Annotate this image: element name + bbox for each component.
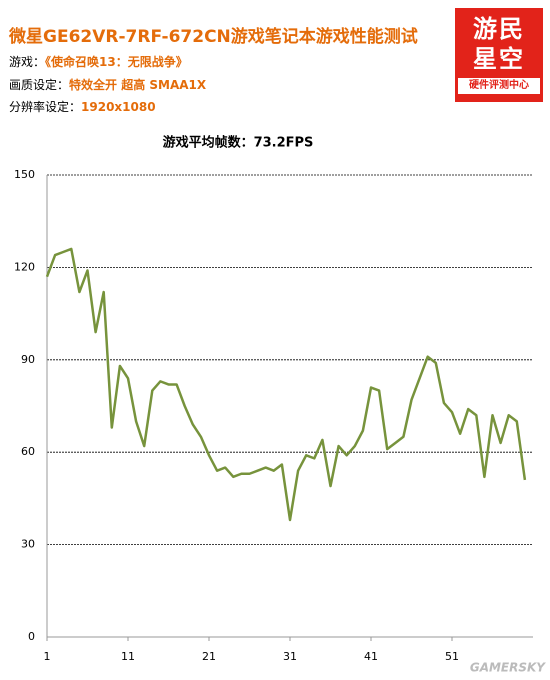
x-tick-label: 31 [283,650,297,663]
x-tick-label: 51 [445,650,459,663]
watermark: GAMERSKY [470,661,546,675]
logo-text: 星空 [473,45,525,73]
y-tick-label: 30 [21,538,35,551]
page-title: 微星GE62VR-7RF-672CN游戏笔记本游戏性能测试 [9,27,418,47]
info-label: 分辨率设定： [9,100,82,114]
y-tick-label: 120 [14,260,35,273]
info-line: 游戏：《使命召唤13：无限战争》 [9,53,188,70]
x-tick-label: 21 [202,650,216,663]
data-line [45,247,527,522]
info-value: 《使命召唤13：无限战争》 [45,55,188,69]
logo: 游民 星空 硬件评测中心 [455,8,543,102]
info-value: 特效全开 超高 SMAA1X [69,78,207,92]
y-tick-label: 90 [21,353,35,366]
y-tick-label: 0 [28,630,35,643]
info-value: 1920x1080 [81,100,156,114]
x-tick-label: 1 [44,650,51,663]
logo-subtext: 硬件评测中心 [458,78,540,94]
chart-title: 游戏平均帧数：73.2FPS [163,135,314,151]
y-tick-label: 60 [21,445,35,458]
x-tick-label: 41 [364,650,378,663]
y-tick-label: 150 [14,168,35,181]
logo-text: 游民 [473,15,525,43]
info-label: 游戏： [9,55,46,69]
info-label: 画质设定： [9,78,70,92]
info-line: 画质设定：特效全开 超高 SMAA1X [9,76,206,93]
info-line: 分辨率设定：1920x1080 [9,98,156,115]
x-tick-label: 11 [121,650,135,663]
